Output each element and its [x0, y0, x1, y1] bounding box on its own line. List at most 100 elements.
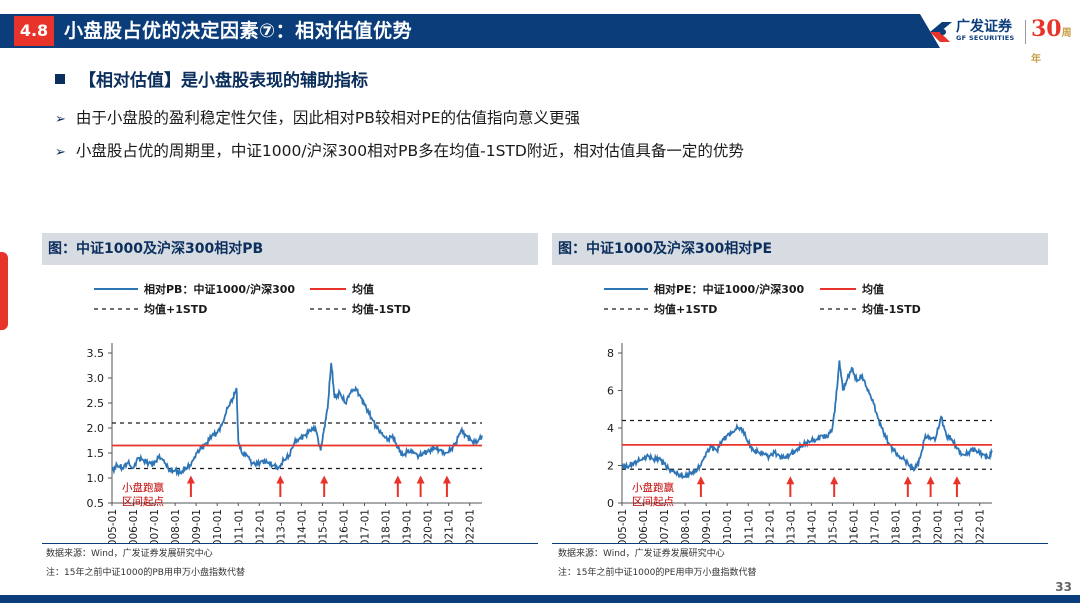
- x-tick-label: 2011-01: [233, 509, 245, 543]
- x-tick-label: 2012-01: [254, 509, 266, 543]
- y-tick-label: 0: [607, 497, 614, 510]
- arrow-up-icon: [442, 475, 451, 497]
- arrow-head: [830, 476, 839, 485]
- arrow-up-icon: [696, 476, 705, 497]
- arrow-up-icon: [903, 476, 912, 497]
- note-text: 注：15年之前中证1000的PB用申万小盘指数代替: [46, 568, 245, 578]
- arrow-up-icon: [320, 475, 329, 497]
- x-tick-label: 2021-01: [954, 509, 966, 543]
- logo-name: 广发证券: [956, 19, 1012, 35]
- arrow-head: [696, 476, 705, 485]
- x-tick-label: 2010-01: [722, 509, 734, 543]
- arrow-bullet-icon: ➢: [55, 145, 66, 160]
- legend-mean-label: 均值: [862, 282, 884, 296]
- x-tick-label: 2007-01: [149, 509, 161, 543]
- logo-name-en: GF SECURITIES: [956, 34, 1015, 42]
- arrow-head: [442, 475, 451, 484]
- arrow-head: [952, 476, 961, 485]
- arrow-up-icon: [786, 476, 795, 497]
- header: 4.8 小盘股占优的决定因素⑦：相对估值优势 广发证券 GF SECURITIE…: [0, 14, 1080, 65]
- arrow-head: [393, 475, 402, 484]
- sub-bullet-1: ➢ 由于小盘股的盈利稳定性欠佳，因此相对PB较相对PE的估值指向意义更强: [55, 109, 581, 127]
- x-tick-label: 2008-01: [170, 509, 182, 543]
- legend-series-label: 相对PE：中证1000/沪深300: [654, 282, 805, 296]
- logo-mark-icon: [930, 22, 952, 42]
- x-tick-label: 2013-01: [275, 509, 287, 543]
- logo-separator: [1025, 20, 1026, 44]
- arrow-up-icon: [186, 475, 195, 497]
- x-tick-label: 2018-01: [381, 509, 393, 543]
- legend-plus-std-label: 均值+1STD: [144, 302, 207, 316]
- arrow-up-icon: [276, 475, 285, 497]
- legend-mean-label: 均值: [352, 282, 374, 296]
- x-tick-label: 2006-01: [638, 509, 650, 543]
- chart-panel-pb: 图：中证1000及沪深300相对PB 相对PB：中证1000/沪深300 均值均值…: [42, 233, 538, 544]
- annotation-line-1: 小盘跑赢: [122, 481, 164, 494]
- x-tick-label: 2022-01: [975, 509, 987, 543]
- series-line: [621, 360, 993, 480]
- arrow-up-icon: [926, 476, 935, 497]
- side-tab: [0, 252, 8, 330]
- x-tick-label: 2014-01: [296, 509, 308, 543]
- y-tick-label: 8: [607, 347, 614, 360]
- series-line: [111, 362, 483, 478]
- x-tick-label: 2017-01: [360, 509, 372, 543]
- x-tick-label: 2015-01: [317, 509, 329, 543]
- legend-minus-std-label: 均值-1STD: [352, 302, 411, 316]
- x-tick-label: 2015-01: [827, 509, 839, 543]
- x-tick-label: 2020-01: [933, 509, 945, 543]
- arrow-up-icon: [952, 476, 961, 497]
- y-tick-label: 1.0: [87, 472, 105, 485]
- page-number: 33: [1055, 580, 1072, 594]
- x-tick-label: 2020-01: [423, 509, 435, 543]
- arrow-head: [186, 475, 195, 484]
- y-tick-label: 2.0: [87, 422, 105, 435]
- chart-panel-pe: 图：中证1000及沪深300相对PE 相对PE：中证1000/沪深300 均值均值…: [552, 233, 1048, 544]
- legend-series-label: 相对PB：中证1000/沪深300: [144, 282, 295, 296]
- main-bullet: 【相对估值】是小盘股表现的辅助指标: [55, 66, 368, 91]
- x-tick-label: 2018-01: [891, 509, 903, 543]
- x-tick-label: 2013-01: [785, 509, 797, 543]
- section-badge: 4.8: [14, 16, 54, 46]
- arrow-up-icon: [393, 475, 402, 497]
- chart-title: 图：中证1000及沪深300相对PE: [552, 233, 1048, 265]
- x-tick-label: 2016-01: [848, 509, 860, 543]
- square-bullet-icon: [55, 74, 65, 84]
- x-tick-label: 2008-01: [680, 509, 692, 543]
- y-tick-label: 1.5: [87, 447, 105, 460]
- annotation-line-1: 小盘跑赢: [632, 481, 674, 494]
- note-text: 注：15年之前中证1000的PE用申万小盘指数代替: [558, 568, 757, 578]
- y-tick-label: 0.5: [87, 497, 105, 510]
- header-bar: [0, 14, 940, 48]
- y-tick-label: 6: [607, 385, 614, 398]
- x-tick-label: 2009-01: [191, 509, 203, 543]
- footer-bar: [0, 595, 1080, 603]
- x-tick-label: 2019-01: [912, 509, 924, 543]
- x-tick-label: 2014-01: [806, 509, 818, 543]
- x-tick-label: 2019-01: [402, 509, 414, 543]
- arrow-head: [276, 475, 285, 484]
- y-tick-label: 4: [607, 422, 614, 435]
- chart-rule: [552, 543, 1048, 544]
- arrow-head: [786, 476, 795, 485]
- legend-plus-std-label: 均值+1STD: [654, 302, 717, 316]
- sub-bullet-2: ➢ 小盘股占优的周期里，中证1000/沪深300相对PB多在均值-1STD附近，相…: [55, 142, 744, 160]
- chart-title: 图：中证1000及沪深300相对PB: [42, 233, 538, 265]
- arrow-bullet-icon: ➢: [55, 112, 66, 127]
- arrow-head: [903, 476, 912, 485]
- chart-rule: [42, 543, 538, 544]
- arrow-head: [926, 476, 935, 485]
- y-tick-label: 2.5: [87, 397, 105, 410]
- annotation-line-2: 区间起点: [122, 495, 164, 508]
- company-logo: 广发证券 GF SECURITIES 30周年: [928, 14, 1080, 65]
- x-tick-label: 2016-01: [338, 509, 350, 543]
- x-tick-label: 2009-01: [701, 509, 713, 543]
- source-text: 数据来源：Wind，广发证券发展研究中心: [558, 549, 725, 559]
- x-tick-label: 2007-01: [659, 509, 671, 543]
- x-tick-label: 2021-01: [444, 509, 456, 543]
- x-tick-label: 2006-01: [128, 509, 140, 543]
- page-title: 小盘股占优的决定因素⑦：相对估值优势: [64, 20, 413, 42]
- x-tick-label: 2005-01: [107, 509, 119, 543]
